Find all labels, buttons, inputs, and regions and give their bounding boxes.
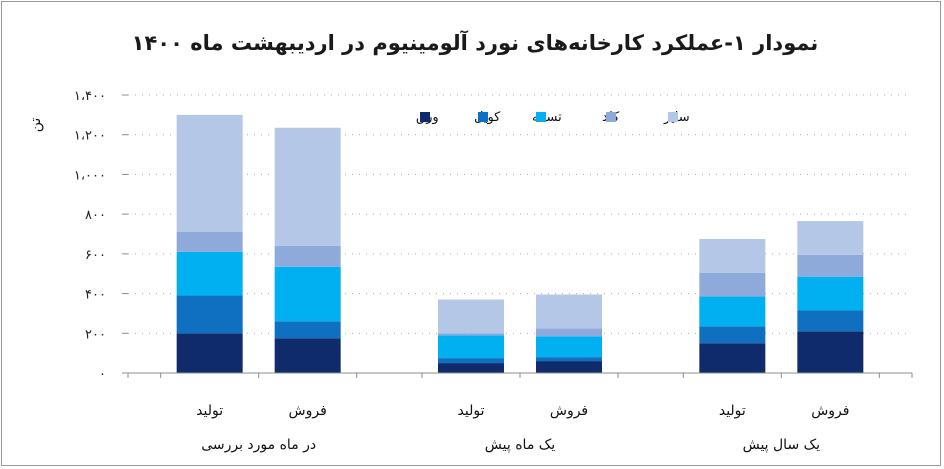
bar-segment — [536, 357, 602, 362]
y-tick-label: ۸۰۰ — [85, 208, 106, 223]
bar-segment — [176, 232, 243, 252]
legend: ورق کویل تسمه کلد سایر — [416, 110, 690, 125]
bar-segment — [797, 310, 864, 332]
gridlines — [128, 94, 912, 334]
bar-segment — [536, 336, 602, 358]
bar-segment — [699, 326, 766, 344]
legend-item: ورق — [416, 110, 439, 125]
bar-segment — [699, 272, 766, 297]
legend-swatch — [420, 112, 430, 122]
category-label: فروش — [550, 403, 588, 419]
y-axis-unit: تن — [28, 118, 44, 133]
bar-segment — [274, 127, 341, 246]
category-label: فروش — [811, 403, 849, 419]
bar-segment — [176, 251, 243, 296]
bar-segment — [699, 343, 766, 373]
group-label: یک ماه پیش — [485, 437, 556, 453]
bar-segment — [438, 335, 504, 359]
bar-segment — [797, 331, 864, 373]
category-label: فروش — [289, 403, 327, 419]
chart-title: نمودار ۱-عملکرد کارخانه‌های نورد آلومینی… — [132, 30, 819, 55]
bar-segment — [274, 266, 341, 322]
group-label: یک سال پیش — [743, 437, 821, 453]
bar-segment — [699, 296, 766, 327]
legend-swatch — [606, 112, 616, 122]
bar-segment — [536, 328, 602, 337]
legend-item: سایر — [663, 110, 690, 125]
y-tick-label: ۴۰۰ — [85, 288, 106, 303]
bar-segment — [438, 358, 504, 364]
category-label: تولید — [719, 403, 746, 419]
y-tick-label: ۱،۲۰۰ — [74, 129, 106, 144]
bar-segment — [438, 299, 504, 334]
legend-swatch — [668, 112, 678, 122]
bar-segment — [176, 114, 243, 233]
group-label: در ماه مورد بررسی — [201, 437, 316, 453]
bar-segment — [176, 333, 243, 373]
y-tick-label: ۶۰۰ — [85, 248, 106, 263]
bar-segment — [274, 338, 341, 373]
bar-segment — [274, 321, 341, 339]
bars — [176, 114, 864, 373]
y-tick-label: ۰ — [99, 367, 106, 382]
x-axis — [127, 372, 913, 378]
bar-segment — [797, 254, 864, 277]
y-tick-label: ۱،۰۰۰ — [74, 168, 106, 183]
bar-segment — [797, 276, 864, 311]
bar-segment — [699, 238, 766, 273]
y-axis-ticks: ۰ ۲۰۰ ۴۰۰ ۶۰۰ ۸۰۰ ۱،۰۰۰ ۱،۲۰۰ ۱،۴۰۰ — [74, 89, 128, 382]
legend-item: کلد — [602, 110, 620, 125]
bar-segment — [176, 295, 243, 334]
bar-segment — [797, 221, 864, 255]
legend-swatch — [536, 112, 546, 122]
legend-item: تسمه — [532, 110, 562, 125]
category-label: تولید — [458, 403, 485, 419]
bar-segment — [438, 333, 504, 336]
bar-segment — [438, 363, 504, 373]
y-tick-label: ۱،۴۰۰ — [74, 89, 106, 104]
bar-segment — [536, 361, 602, 373]
y-tick-label: ۲۰۰ — [85, 327, 106, 342]
category-label: تولید — [196, 403, 223, 419]
legend-item: کویل — [474, 110, 501, 125]
bar-segment — [274, 245, 341, 267]
x-axis-labels: تولید فروش در ماه مورد بررسی تولید فروش یک ما… — [196, 403, 849, 453]
bar-segment — [536, 294, 602, 329]
legend-swatch — [478, 112, 488, 122]
